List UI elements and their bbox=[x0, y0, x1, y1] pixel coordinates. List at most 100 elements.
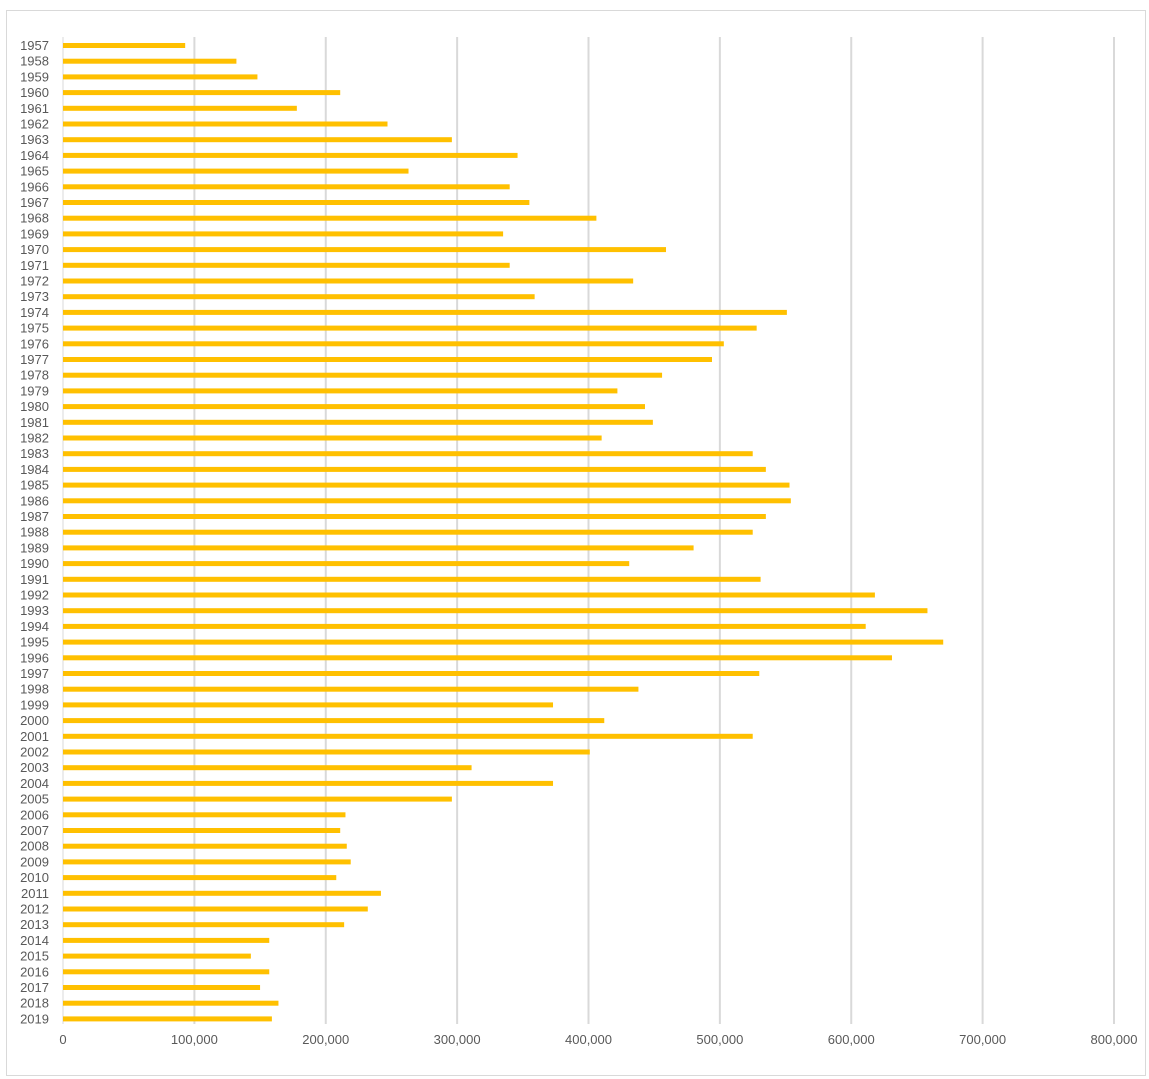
bar bbox=[63, 1000, 279, 1006]
x-tick-label: 400,000 bbox=[565, 1032, 612, 1047]
category-label: 1958 bbox=[20, 54, 49, 69]
bar bbox=[63, 922, 345, 928]
bar bbox=[63, 655, 892, 661]
bar bbox=[63, 702, 554, 708]
bar bbox=[63, 184, 510, 190]
category-label: 1979 bbox=[20, 383, 49, 398]
category-label: 1968 bbox=[20, 211, 49, 226]
x-tick-label: 300,000 bbox=[434, 1032, 481, 1047]
bar bbox=[63, 388, 618, 394]
category-label: 2008 bbox=[20, 839, 49, 854]
category-label: 1991 bbox=[20, 572, 49, 587]
bar bbox=[63, 733, 753, 739]
bar bbox=[63, 796, 452, 802]
category-label: 1988 bbox=[20, 525, 49, 540]
bar bbox=[63, 890, 381, 896]
category-label: 1963 bbox=[20, 132, 49, 147]
bar bbox=[63, 843, 347, 849]
category-label: 1970 bbox=[20, 242, 49, 257]
category-label: 1965 bbox=[20, 164, 49, 179]
bar bbox=[63, 969, 270, 975]
bar bbox=[63, 812, 346, 818]
bar bbox=[63, 168, 409, 174]
category-label: 1980 bbox=[20, 399, 49, 414]
x-tick-label: 600,000 bbox=[828, 1032, 875, 1047]
bar bbox=[63, 294, 535, 300]
bar bbox=[63, 74, 258, 80]
category-label: 1960 bbox=[20, 85, 49, 100]
bar bbox=[63, 58, 237, 64]
category-label: 1995 bbox=[20, 635, 49, 650]
category-label: 1983 bbox=[20, 446, 49, 461]
bar bbox=[63, 435, 602, 441]
bar bbox=[63, 278, 634, 284]
bar bbox=[63, 152, 518, 158]
bars bbox=[63, 43, 944, 1022]
bar bbox=[63, 498, 791, 504]
category-label: 2017 bbox=[20, 980, 49, 995]
x-tick-label: 100,000 bbox=[171, 1032, 218, 1047]
category-label: 1972 bbox=[20, 274, 49, 289]
category-label: 2019 bbox=[20, 1011, 49, 1026]
category-label: 2011 bbox=[21, 886, 49, 901]
category-label: 1976 bbox=[20, 336, 49, 351]
category-label: 1969 bbox=[20, 226, 49, 241]
bar bbox=[63, 906, 368, 912]
bar bbox=[63, 247, 667, 253]
bar bbox=[63, 90, 341, 96]
x-tick-label: 500,000 bbox=[696, 1032, 743, 1047]
category-label: 1964 bbox=[20, 148, 49, 163]
bar bbox=[63, 231, 504, 237]
bar bbox=[63, 623, 866, 629]
category-label: 1994 bbox=[20, 619, 49, 634]
bar bbox=[63, 137, 452, 143]
category-label: 1985 bbox=[20, 478, 49, 493]
category-label: 1962 bbox=[20, 117, 49, 132]
category-label: 1986 bbox=[20, 493, 49, 508]
bar bbox=[63, 121, 388, 127]
bar bbox=[63, 466, 766, 472]
category-label: 1974 bbox=[20, 305, 49, 320]
bar bbox=[63, 200, 530, 205]
x-tick-label: 200,000 bbox=[302, 1032, 349, 1047]
bar bbox=[63, 372, 663, 378]
bar bbox=[63, 43, 186, 48]
bar bbox=[63, 451, 753, 457]
bar bbox=[63, 262, 510, 268]
bar bbox=[63, 608, 928, 614]
category-label: 1973 bbox=[20, 289, 49, 304]
bar bbox=[63, 404, 645, 410]
category-label: 1971 bbox=[20, 258, 49, 273]
bar bbox=[63, 325, 757, 331]
bar bbox=[63, 985, 261, 990]
bar bbox=[63, 859, 351, 865]
category-label: 1967 bbox=[20, 195, 49, 210]
category-label: 1996 bbox=[20, 650, 49, 665]
category-label: 2000 bbox=[20, 713, 49, 728]
category-label: 1959 bbox=[20, 69, 49, 84]
x-tick-label: 0 bbox=[59, 1032, 66, 1047]
category-label: 1982 bbox=[20, 431, 49, 446]
bar bbox=[63, 780, 554, 786]
category-label: 2013 bbox=[20, 917, 49, 932]
x-tick-label: 700,000 bbox=[959, 1032, 1006, 1047]
category-label: 2005 bbox=[20, 792, 49, 807]
category-label: 1977 bbox=[20, 352, 49, 367]
bar bbox=[63, 419, 653, 425]
x-axis-tick-labels: 0 100,000 200,000 300,000 400,000 500,000 600,… bbox=[59, 1032, 1137, 1047]
category-label: 2006 bbox=[20, 807, 49, 822]
category-label: 1984 bbox=[20, 462, 49, 477]
category-label: 1966 bbox=[20, 179, 49, 194]
bar bbox=[63, 1016, 272, 1022]
category-label: 1998 bbox=[20, 682, 49, 697]
bar bbox=[63, 875, 337, 881]
category-label: 1989 bbox=[20, 540, 49, 555]
category-label: 2012 bbox=[20, 902, 49, 917]
category-label: 1993 bbox=[20, 603, 49, 618]
category-label: 1999 bbox=[20, 697, 49, 712]
bar bbox=[63, 828, 341, 833]
category-label: 1978 bbox=[20, 368, 49, 383]
bar bbox=[63, 953, 251, 959]
bar bbox=[63, 671, 760, 676]
